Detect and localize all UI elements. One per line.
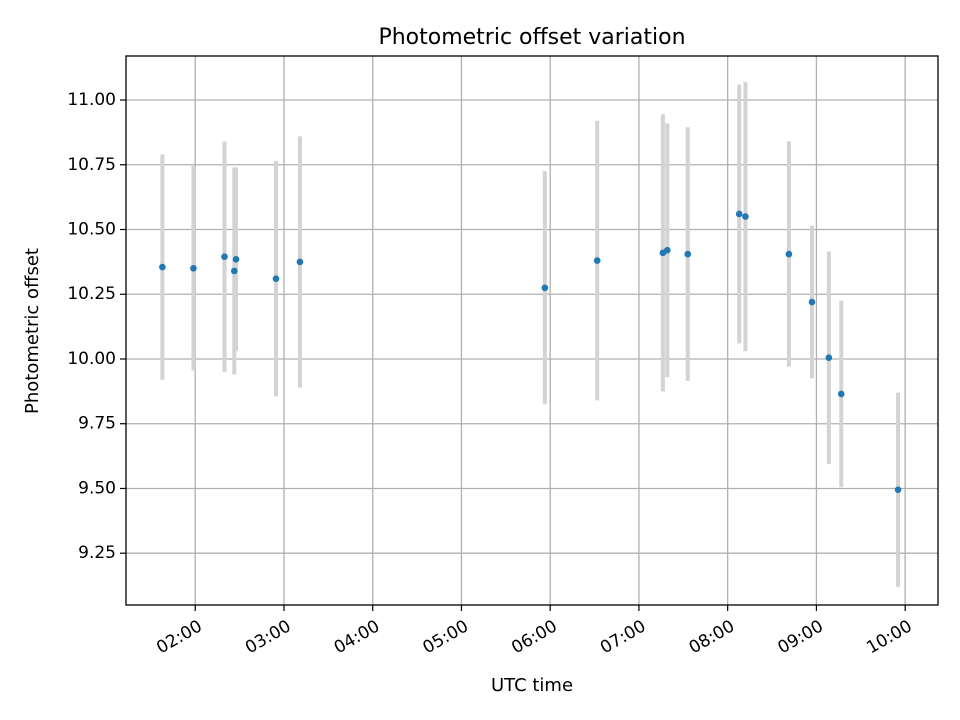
- data-point: [190, 265, 197, 272]
- y-tick-label: 9.50: [78, 478, 116, 498]
- y-tick-label: 9.25: [78, 543, 116, 563]
- x-axis-ticks: 02:00 03:00 04:00 05:00 06:00 07:00 08:00 09:00…: [153, 605, 916, 658]
- data-point: [894, 486, 902, 494]
- data-point: [837, 390, 845, 398]
- x-tick-label: 06:00: [508, 616, 560, 658]
- y-tick-label: 11.00: [67, 90, 116, 110]
- data-point: [232, 255, 240, 263]
- x-tick-label: 02:00: [153, 616, 205, 658]
- y-tick-label: 10.50: [67, 220, 116, 240]
- y-tick-label: 10.75: [67, 155, 116, 175]
- data-point: [272, 275, 280, 283]
- x-tick-label: 04:00: [331, 616, 383, 658]
- data-point: [684, 250, 692, 258]
- data-point: [541, 284, 549, 292]
- x-tick-label: 05:00: [420, 616, 472, 658]
- y-axis-label: Photometric offset: [22, 248, 43, 414]
- y-tick-label: 10.25: [67, 284, 116, 304]
- data-point: [785, 250, 793, 258]
- data-point: [664, 246, 671, 254]
- error-bars: [160, 81, 901, 587]
- data-point: [159, 263, 166, 271]
- data-point: [808, 298, 816, 306]
- grid: [126, 56, 938, 605]
- data-point: [825, 354, 833, 361]
- plot-frame: [125, 55, 939, 606]
- x-tick-label: 07:00: [597, 616, 649, 658]
- data-points: [159, 210, 902, 494]
- data-point: [735, 210, 743, 218]
- y-axis-ticks: 9.25 9.50 9.75 10.00 10.25 10.50 10.75 11.00: [67, 90, 126, 563]
- data-point: [296, 258, 304, 266]
- data-point: [230, 267, 238, 275]
- data-point: [593, 257, 601, 264]
- x-tick-label: 08:00: [686, 616, 738, 658]
- x-tick-label: 09:00: [774, 616, 826, 658]
- data-point: [221, 253, 228, 260]
- y-tick-label: 10.00: [67, 349, 116, 369]
- x-tick-label: 03:00: [242, 616, 294, 658]
- y-tick-label: 9.75: [78, 414, 116, 434]
- data-point: [742, 213, 749, 220]
- x-axis-label: UTC time: [491, 675, 573, 696]
- x-tick-label: 10:00: [863, 616, 915, 658]
- chart-title: Photometric offset variation: [378, 25, 685, 50]
